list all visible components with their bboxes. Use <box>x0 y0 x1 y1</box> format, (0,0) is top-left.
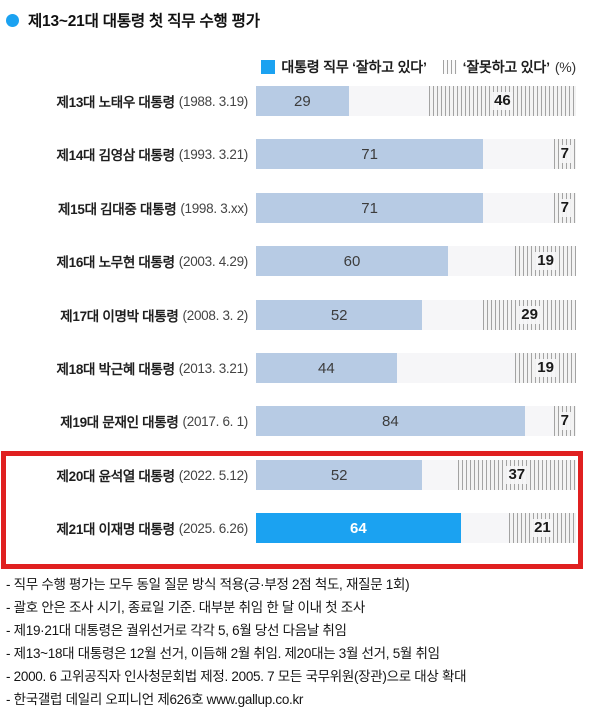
chart-row: 제19대 문재인 대통령 (2017. 6. 1) 84 7 <box>0 406 600 436</box>
approve-bar: 44 <box>256 353 397 383</box>
survey-date: (2025. 6.26) <box>178 520 249 536</box>
bar-track: 84 7 <box>256 406 576 436</box>
president-name: 제20대 윤석열 대통령 <box>56 469 176 484</box>
disapprove-bar: 37 <box>457 460 576 490</box>
survey-date: (2008. 3. 2) <box>182 307 249 323</box>
survey-date: (2017. 6. 1) <box>182 413 249 429</box>
president-name: 제17대 이명박 대통령 <box>60 309 179 324</box>
page-title: 제13~21대 대통령 첫 직무 수행 평가 <box>28 13 260 30</box>
approve-value: 52 <box>330 466 348 484</box>
approve-legend-label: 대통령 직무 ‘잘하고 있다’ <box>281 59 427 75</box>
footnote-line: - 괄호 안은 조사 시기, 종료일 기준. 대부분 취임 한 달 이내 첫 조… <box>6 600 365 615</box>
row-label: 제16대 노무현 대통령 (2003. 4.29) <box>0 246 249 276</box>
title-bullet-icon <box>6 13 19 27</box>
president-name: 제15대 김대중 대통령 <box>58 202 177 217</box>
bar-track: 71 7 <box>256 193 576 223</box>
approve-bar: 64 <box>256 513 461 543</box>
chart-row: 제20대 윤석열 대통령 (2022. 5.12) 52 37 <box>0 460 600 490</box>
chart-row: 제16대 노무현 대통령 (2003. 4.29) 60 19 <box>0 246 600 276</box>
bar-track: 71 7 <box>256 139 576 169</box>
approve-bar: 84 <box>256 406 525 436</box>
disapprove-bar: 19 <box>515 353 576 383</box>
chart-row: 제14대 김영삼 대통령 (1993. 3.21) 71 7 <box>0 139 600 169</box>
chart-row: 제17대 이명박 대통령 (2008. 3. 2) 52 29 <box>0 300 600 330</box>
footnotes: - 직무 수행 평가는 모두 동일 질문 방식 적용(긍·부정 2점 척도, 재… <box>6 573 600 711</box>
footnote-line: - 2000. 6 고위공직자 인사청문회법 제정. 2005. 7 모든 국무… <box>6 669 467 684</box>
approve-value: 71 <box>361 145 378 163</box>
survey-date: (2022. 5.12) <box>178 467 249 483</box>
disapprove-value: 29 <box>519 306 540 324</box>
disapprove-bar: 29 <box>483 300 576 330</box>
bar-track: 29 46 <box>256 86 576 116</box>
approve-bar: 52 <box>256 300 423 330</box>
disapprove-value: 7 <box>558 145 571 163</box>
disapprove-value: 37 <box>506 466 528 484</box>
chart-row: 제13대 노태우 대통령 (1988. 3.19) 29 46 <box>0 86 600 116</box>
chart-row: 제21대 이재명 대통령 (2025. 6.26) 64 21 <box>0 513 600 543</box>
approve-value: 71 <box>361 199 378 217</box>
disapprove-bar: 19 <box>515 246 576 276</box>
president-name: 제21대 이재명 대통령 <box>56 522 176 537</box>
approve-value: 60 <box>343 252 361 270</box>
disapprove-bar: 7 <box>553 139 576 169</box>
footnote-line: - 제19·21대 대통령은 궐위선거로 각각 5, 6월 당선 다음날 취임 <box>6 623 347 638</box>
president-name: 제14대 김영삼 대통령 <box>56 148 176 163</box>
survey-date: (1993. 3.21) <box>178 146 249 162</box>
approve-swatch-icon <box>261 60 276 74</box>
approve-bar: 71 <box>256 193 484 223</box>
approve-value: 52 <box>330 306 348 324</box>
approve-value: 29 <box>294 92 311 110</box>
approve-value: 44 <box>318 359 335 377</box>
percent-unit-label: (%) <box>554 59 576 75</box>
disapprove-legend-label: ‘잘못하고 있다’ <box>462 59 550 75</box>
survey-date: (2013. 3.21) <box>178 360 249 376</box>
approve-bar: 71 <box>256 139 484 169</box>
disapprove-value: 46 <box>492 92 513 110</box>
bar-track: 52 29 <box>256 300 576 330</box>
disapprove-bar: 7 <box>553 406 576 436</box>
bar-track: 64 21 <box>256 513 576 543</box>
row-label: 제20대 윤석열 대통령 (2022. 5.12) <box>0 460 249 490</box>
president-name: 제16대 노무현 대통령 <box>56 255 176 270</box>
disapprove-value: 7 <box>558 412 571 430</box>
approve-bar: 60 <box>256 246 448 276</box>
president-name: 제19대 문재인 대통령 <box>60 415 179 430</box>
chart-row: 제18대 박근혜 대통령 (2013. 3.21) 44 19 <box>0 353 600 383</box>
footnote-line: - 제13~18대 대통령은 12월 선거, 이듬해 2월 취임. 제20대는 … <box>6 646 440 661</box>
disapprove-bar: 21 <box>508 513 576 543</box>
bar-track: 52 37 <box>256 460 576 490</box>
approve-value: 64 <box>350 519 367 537</box>
footnote-line: - 직무 수행 평가는 모두 동일 질문 방식 적용(긍·부정 2점 척도, 재… <box>6 577 410 592</box>
disapprove-bar: 46 <box>428 86 576 116</box>
chart-row: 제15대 김대중 대통령 (1998. 3.xx) 71 7 <box>0 193 600 223</box>
bar-track: 60 19 <box>256 246 576 276</box>
row-label: 제14대 김영삼 대통령 (1993. 3.21) <box>0 139 249 169</box>
bar-track: 44 19 <box>256 353 576 383</box>
disapprove-value: 7 <box>558 199 571 217</box>
disapprove-value: 19 <box>535 359 556 377</box>
footnote-line: - 한국갤럽 데일리 오피니언 제626호 www.gallup.co.kr <box>6 692 304 707</box>
survey-date: (1998. 3.xx) <box>180 200 248 216</box>
row-label: 제15대 김대중 대통령 (1998. 3.xx) <box>0 193 248 223</box>
approve-bar: 29 <box>256 86 349 116</box>
president-name: 제18대 박근혜 대통령 <box>56 362 176 377</box>
row-label: 제19대 문재인 대통령 (2017. 6. 1) <box>0 406 248 436</box>
approve-bar: 52 <box>256 460 423 490</box>
row-label: 제17대 이명박 대통령 (2008. 3. 2) <box>0 300 248 330</box>
page-header: 제13~21대 대통령 첫 직무 수행 평가 <box>6 9 260 31</box>
president-name: 제13대 노태우 대통령 <box>56 95 176 110</box>
survey-date: (1988. 3.19) <box>178 93 249 109</box>
row-label: 제21대 이재명 대통령 (2025. 6.26) <box>0 513 249 543</box>
disapprove-value: 19 <box>535 252 556 270</box>
survey-date: (2003. 4.29) <box>178 253 249 269</box>
disapprove-swatch-icon <box>442 60 457 74</box>
bar-chart: 제13대 노태우 대통령 (1988. 3.19) 29 46 제14대 김영삼 대통령… <box>0 86 600 543</box>
disapprove-value: 21 <box>532 519 553 537</box>
approve-value: 84 <box>382 412 399 430</box>
row-label: 제13대 노태우 대통령 (1988. 3.19) <box>0 86 249 116</box>
row-label: 제18대 박근혜 대통령 (2013. 3.21) <box>0 353 249 383</box>
chart-legend: 대통령 직무 ‘잘하고 있다’ ‘잘못하고 있다’ (%) <box>261 57 576 77</box>
disapprove-bar: 7 <box>553 193 576 223</box>
